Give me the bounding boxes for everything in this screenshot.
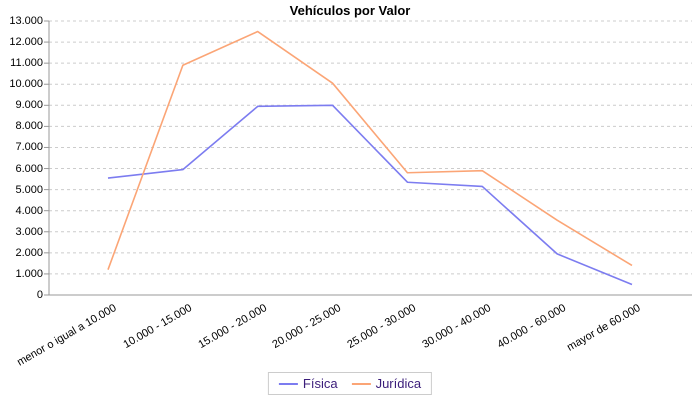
y-tick-label: 0 [36,289,43,301]
legend-line-swatch [351,382,371,385]
legend-item: Jurídica [351,376,422,391]
y-tick-label: 13.000 [9,15,43,27]
series-line-juridica [107,30,633,270]
series-line-fisica [107,104,633,286]
legend-label: Jurídica [375,376,422,391]
legend-item: Física [278,376,338,391]
y-tick-label: 8.000 [15,120,43,133]
y-tick-label: 2.000 [15,246,43,259]
y-tick-label: 5.000 [15,183,43,196]
y-tick-label: 9.000 [15,99,43,112]
y-tick-label: 7.000 [15,141,43,154]
y-tick-label: 10.000 [9,78,43,91]
legend-line-swatch [278,382,298,385]
y-tick-label: 4.000 [15,204,43,217]
y-tick-label: 11.000 [10,57,43,70]
chart-title: Vehículos por Valor [289,3,411,18]
y-tick-label: 12.000 [9,36,43,49]
legend-label: Física [302,376,338,391]
y-tick-label: 3.000 [15,225,43,238]
y-tick-label: 6.000 [15,162,43,175]
legend: Física Jurídica [267,372,433,395]
y-tick-label: 1.000 [15,267,43,280]
